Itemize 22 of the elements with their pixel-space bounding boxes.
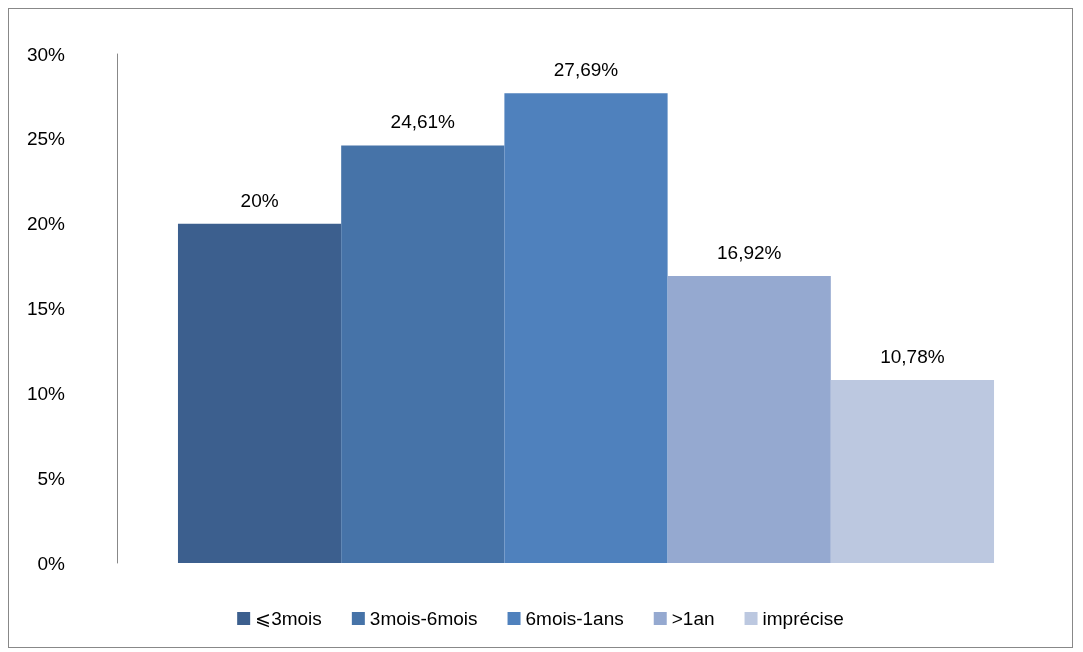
bar — [341, 145, 505, 563]
bar — [830, 380, 995, 563]
bar — [177, 223, 342, 563]
legend-label: 3mois-6mois — [369, 608, 478, 629]
legend-label: >1an — [671, 608, 715, 629]
y-tick-label: 25% — [26, 128, 66, 150]
data-label: 10,78% — [880, 346, 945, 368]
bar — [667, 275, 831, 563]
y-tick-label: 0% — [37, 552, 66, 574]
legend-label: 6mois-1ans — [525, 608, 624, 629]
data-label: 20% — [240, 189, 279, 211]
y-tick-label: 15% — [26, 298, 66, 319]
legend-label: imprécise — [762, 608, 844, 629]
bar — [504, 93, 668, 563]
data-label: 24,61% — [390, 111, 456, 133]
legend-label: ⩽3mois — [255, 608, 322, 629]
y-tick-label: 30% — [26, 43, 66, 65]
y-tick-label: 10% — [26, 382, 66, 404]
y-tick-label: 5% — [37, 467, 66, 489]
data-label: 27,69% — [553, 59, 619, 81]
y-tick-label: 20% — [26, 213, 66, 235]
data-label: 16,92% — [716, 241, 782, 263]
